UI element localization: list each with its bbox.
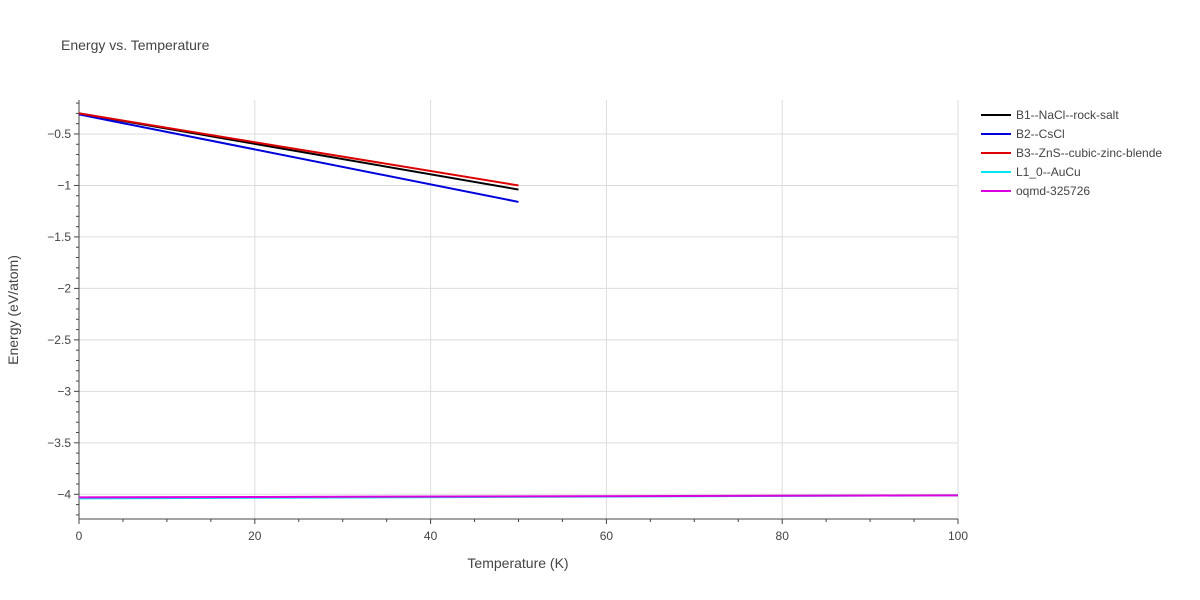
y-tick-label: −0.5 [47, 127, 71, 141]
y-tick-label: −4 [57, 487, 71, 501]
legend-label: B3--ZnS--cubic-zinc-blende [1016, 146, 1162, 160]
y-axis-title: Energy (eV/atom) [5, 255, 21, 365]
axes [74, 100, 959, 524]
x-tick-label: 60 [600, 529, 614, 543]
x-axis-title: Temperature (K) [467, 555, 568, 571]
y-tick-label: −3.5 [47, 436, 71, 450]
chart-title: Energy vs. Temperature [61, 37, 210, 53]
y-tick-label: −3 [57, 384, 71, 398]
legend-label: oqmd-325726 [1016, 184, 1090, 198]
grid-lines [79, 100, 959, 519]
series-line-B3--ZnS--cubic-zinc-blende [78, 112, 519, 187]
legend-label: B2--CsCl [1016, 127, 1065, 141]
x-tick-label: 80 [776, 529, 790, 543]
y-tick-label: −1 [57, 178, 71, 192]
y-tick-label: −2 [57, 281, 71, 295]
y-tick-label: −2.5 [47, 333, 71, 347]
series-line-B2--CsCl [78, 113, 519, 203]
y-tick-label: −1.5 [47, 230, 71, 244]
series-lines [78, 112, 959, 500]
x-tick-label: 0 [76, 529, 83, 543]
legend-label: L1_0--AuCu [1016, 165, 1081, 179]
legend-label: B1--NaCl--rock-salt [1016, 108, 1119, 122]
x-tick-label: 100 [948, 529, 968, 543]
tick-labels: 0 20 40 60 80 100 −0.5 −1 −1.5 −2 −2.5 −3 −3.5 −4 [47, 127, 968, 543]
x-tick-label: 20 [248, 529, 262, 543]
legend: B1--NaCl--rock-salt B2--CsCl B3--ZnS--cubi… [981, 108, 1162, 198]
series-line-oqmd-325726 [78, 494, 959, 499]
x-tick-label: 40 [424, 529, 438, 543]
